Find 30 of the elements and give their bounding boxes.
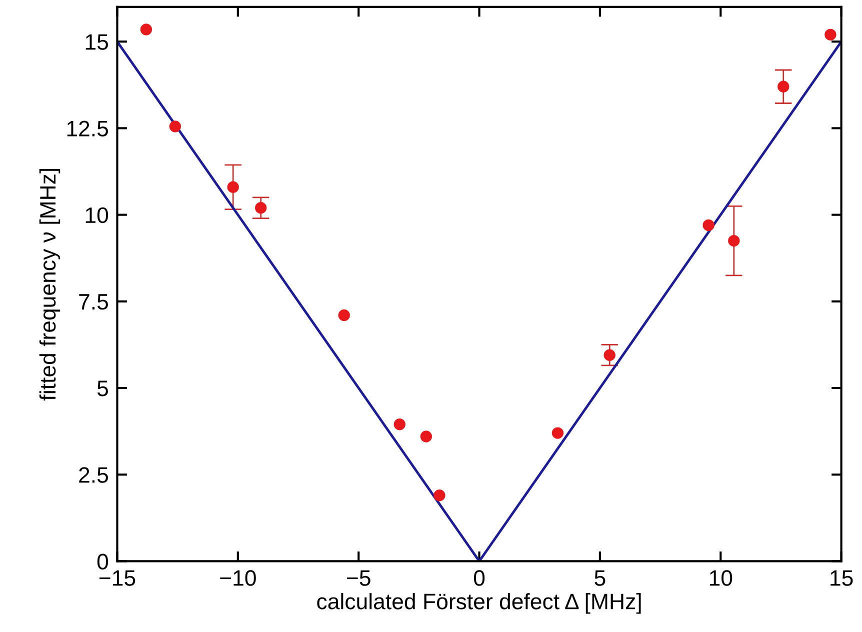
y-tick-label: 0: [97, 554, 108, 570]
y-tick-label: 5: [97, 380, 108, 396]
y-tick-label: 15: [86, 34, 108, 50]
y-axis-title: fitted frequency ν [MHz]: [39, 168, 60, 400]
point: [140, 24, 152, 36]
x-tick-label: −5: [347, 570, 370, 586]
x-tick-label: −15: [99, 570, 136, 586]
point: [434, 490, 446, 502]
x-tick-label: 10: [710, 570, 732, 586]
point: [254, 202, 267, 214]
point: [420, 430, 432, 442]
y-tick-label: 12.5: [67, 120, 108, 136]
point: [824, 28, 836, 41]
point: [169, 120, 182, 132]
y-tick-label: 2.5: [79, 467, 108, 483]
point: [338, 309, 350, 322]
y-tick-label: 10: [86, 207, 108, 224]
x-tick-label: 0: [474, 570, 485, 586]
point: [702, 219, 714, 232]
x-tick-label: 5: [594, 570, 606, 586]
point: [394, 418, 406, 430]
point: [552, 427, 564, 439]
x-tick-label: 15: [830, 570, 853, 586]
point: [604, 349, 616, 361]
x-tick-label: −10: [220, 570, 256, 586]
x-axis-title: calculated Förster defect Δ [MHz]: [317, 593, 641, 614]
point: [778, 80, 790, 92]
point: [227, 181, 239, 193]
y-tick-label: 7.5: [79, 294, 108, 310]
point: [728, 234, 740, 247]
